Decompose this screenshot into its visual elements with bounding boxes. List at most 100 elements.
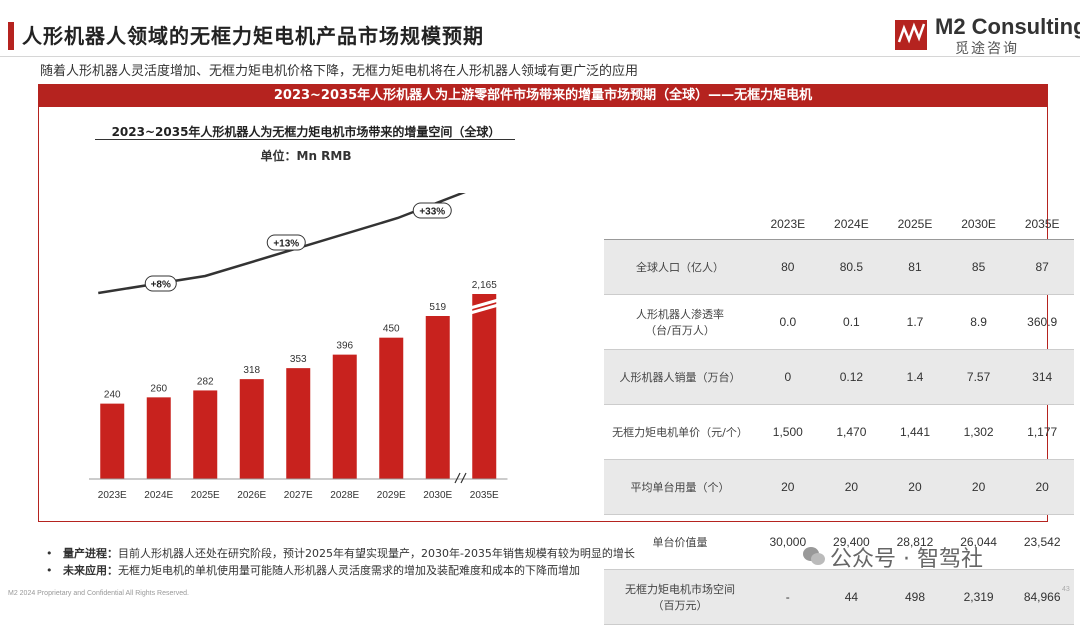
page-subtitle: 随着人形机器人灵活度增加、无框力矩电机价格下降，无框力矩电机将在人形机器人领域有… — [40, 64, 639, 79]
bar-value-label-2030E: 519 — [429, 302, 446, 313]
table-row: 人形机器人销量（万台） 0 0.12 1.4 7.57 314 — [604, 349, 1074, 405]
table-row-label: 平均单台用量（个） — [604, 459, 756, 515]
table-cell: 0.0 — [756, 294, 820, 350]
x-tick-label-2025E: 2025E — [191, 490, 220, 501]
x-tick-label-2027E: 2027E — [284, 490, 313, 501]
axis-break-mark-1 — [454, 472, 461, 484]
table-row-label: 单台价值量 — [604, 514, 756, 570]
table-row-label: 人形机器人销量（万台） — [604, 349, 756, 405]
logo-subtitle: 觅途咨询 — [955, 41, 1019, 57]
bar-2027E — [286, 368, 311, 479]
axis-break-mark-2 — [460, 472, 467, 484]
table-cell: 23,542 — [1010, 514, 1074, 570]
bar-value-label-2025E: 282 — [197, 376, 214, 387]
chart-unit: 单位：Mn RMB — [260, 149, 352, 163]
bar-value-label-2028E: 396 — [336, 341, 353, 352]
table-cell: 20 — [1010, 459, 1074, 515]
m2-consulting-logo: M2 Consulting 觅途咨询 — [893, 14, 1080, 58]
notes-block: • 量产进程：目前人形机器人还处在研究阶段，预计2025年有望实现量产，2030… — [46, 545, 635, 579]
x-tick-label-2030E: 2030E — [423, 490, 452, 501]
growth-label-3: +33% — [419, 207, 445, 218]
table-header-2023E: 2023E — [756, 209, 820, 240]
growth-bubble-1 — [144, 275, 177, 292]
x-tick-label-2029E: 2029E — [377, 490, 406, 501]
watermark: 公众号 · 智驾社 — [830, 547, 983, 572]
bar-value-label-2027E: 353 — [290, 354, 307, 365]
table-cell: - — [756, 569, 820, 625]
x-tick-label-2024E: 2024E — [144, 490, 173, 501]
bar-2030E — [425, 316, 450, 479]
content-frame: 2023~2035年人形机器人为上游零部件市场带来的增量市场预期（全球）——无框… — [38, 84, 1074, 625]
bar-value-label-2024E: 260 — [150, 383, 167, 394]
table-cell: 1,470 — [819, 404, 884, 460]
table-cell: 314 — [1010, 349, 1074, 405]
table-cell: 20 — [883, 459, 947, 515]
growth-bubble-2 — [266, 234, 306, 251]
chart-title: 2023~2035年人形机器人为无框力矩电机市场带来的增量空间（全球） — [111, 125, 501, 139]
table-header-2035E: 2035E — [1010, 209, 1074, 240]
table-cell: 84,966 — [1010, 569, 1074, 625]
table-cell: 20 — [756, 459, 820, 515]
table-cell: 0.1 — [819, 294, 884, 350]
table-row: 人形机器人渗透率 （台/百万人） 0.0 0.1 1.7 8.9 360.9 — [604, 294, 1074, 350]
chart-title-underline — [95, 139, 515, 140]
page-title: 人形机器人领域的无框力矩电机产品市场规模预期 — [22, 24, 484, 48]
bar-2029E — [379, 337, 404, 479]
table-row: 无框力矩电机市场空间 （百万元） -44 498 2,319 84,966 — [604, 569, 1074, 625]
table-row-label: 无框力矩电机单价（元/个） — [604, 404, 756, 460]
table-cell: 0.12 — [819, 349, 884, 405]
x-tick-label-2028E: 2028E — [330, 490, 359, 501]
table-row: 单台价值量 30,000 29,400 28,812 26,044 23,542 — [604, 514, 1074, 570]
page-number: 43 — [1062, 586, 1070, 593]
table-cell: 1,441 — [883, 404, 947, 460]
table-cell: 87 — [1010, 239, 1074, 295]
note-production: • 量产进程：目前人形机器人还处在研究阶段，预计2025年有望实现量产，2030… — [46, 547, 635, 560]
table-cell: 1,177 — [1010, 404, 1074, 460]
header-divider — [0, 56, 1080, 57]
table-cell: 29,400 — [819, 514, 884, 570]
bar-2026E — [239, 379, 264, 479]
note-application: • 未来应用：无框力矩电机的单机使用量可能随人形机器人灵活度需求的增加及装配难度… — [46, 564, 580, 577]
bar-chart: 240 2023E 260 2024E 282 2025E 318 2026E 353 2027E… — [89, 193, 508, 501]
table-header-2025E: 2025E — [883, 209, 947, 240]
table-cell: 80 — [756, 239, 820, 295]
bar-2023E — [100, 403, 125, 479]
bar-2028E — [332, 354, 357, 479]
bar-value-label-2029E: 450 — [383, 324, 400, 335]
table-cell: 80.5 — [819, 239, 884, 295]
bar-2035E — [472, 294, 497, 479]
table-cell: 1.7 — [883, 294, 947, 350]
forecast-table: 2023E 2024E 2025E 2030E 2035E 全球人口（亿人） 80 80.5… — [604, 209, 1074, 625]
growth-bubble-3 — [412, 202, 452, 219]
table-cell: 1,302 — [946, 404, 1011, 460]
banner-title: 2023~2035年人形机器人为上游零部件市场带来的增量市场预期（全球）——无框… — [39, 85, 1047, 107]
table-row: 无框力矩电机单价（元/个） 1,500 1,470 1,441 1,302 1,177 — [604, 404, 1074, 460]
table-header-row: 2023E 2024E 2025E 2030E 2035E — [604, 209, 1074, 240]
title-accent-bar — [8, 22, 14, 50]
bar-2025E — [193, 390, 218, 479]
wechat-icon — [803, 547, 825, 565]
table-cell: 360.9 — [1010, 294, 1074, 350]
table-cell: 26,044 — [946, 514, 1011, 570]
logo-name: M2 Consulting — [935, 14, 1080, 39]
table-row: 平均单台用量（个） 20 20 20 20 20 — [604, 459, 1074, 515]
table-row: 全球人口（亿人） 80 80.5 81 85 87 — [604, 239, 1074, 295]
table-cell: 28,812 — [883, 514, 947, 570]
bar-value-label-2035E: 2,165 — [472, 280, 497, 291]
table-cell: 20 — [946, 459, 1011, 515]
table-header-2030E: 2030E — [946, 209, 1011, 240]
m2-logo-icon — [895, 20, 927, 50]
footer-copyright: M2 2024 Proprietary and Confidential All… — [8, 590, 189, 597]
table-cell: 81 — [883, 239, 947, 295]
table-cell: 0 — [756, 349, 820, 405]
table-row-label: 人形机器人渗透率 （台/百万人） — [604, 294, 756, 350]
table-body: 全球人口（亿人） 80 80.5 81 85 87 人形机器人渗透率 （台/百万人） 0.0 0… — [604, 239, 1074, 625]
table-cell: 7.57 — [946, 349, 1011, 405]
x-tick-label-2023E: 2023E — [98, 490, 127, 501]
bar-break-mark-2 — [469, 303, 499, 315]
table-cell: 1.4 — [883, 349, 947, 405]
growth-label-1: +8% — [151, 280, 171, 291]
bar-value-label-2023E: 240 — [104, 390, 121, 401]
growth-label-2: +13% — [273, 239, 299, 250]
table-cell: 44 — [819, 569, 884, 625]
